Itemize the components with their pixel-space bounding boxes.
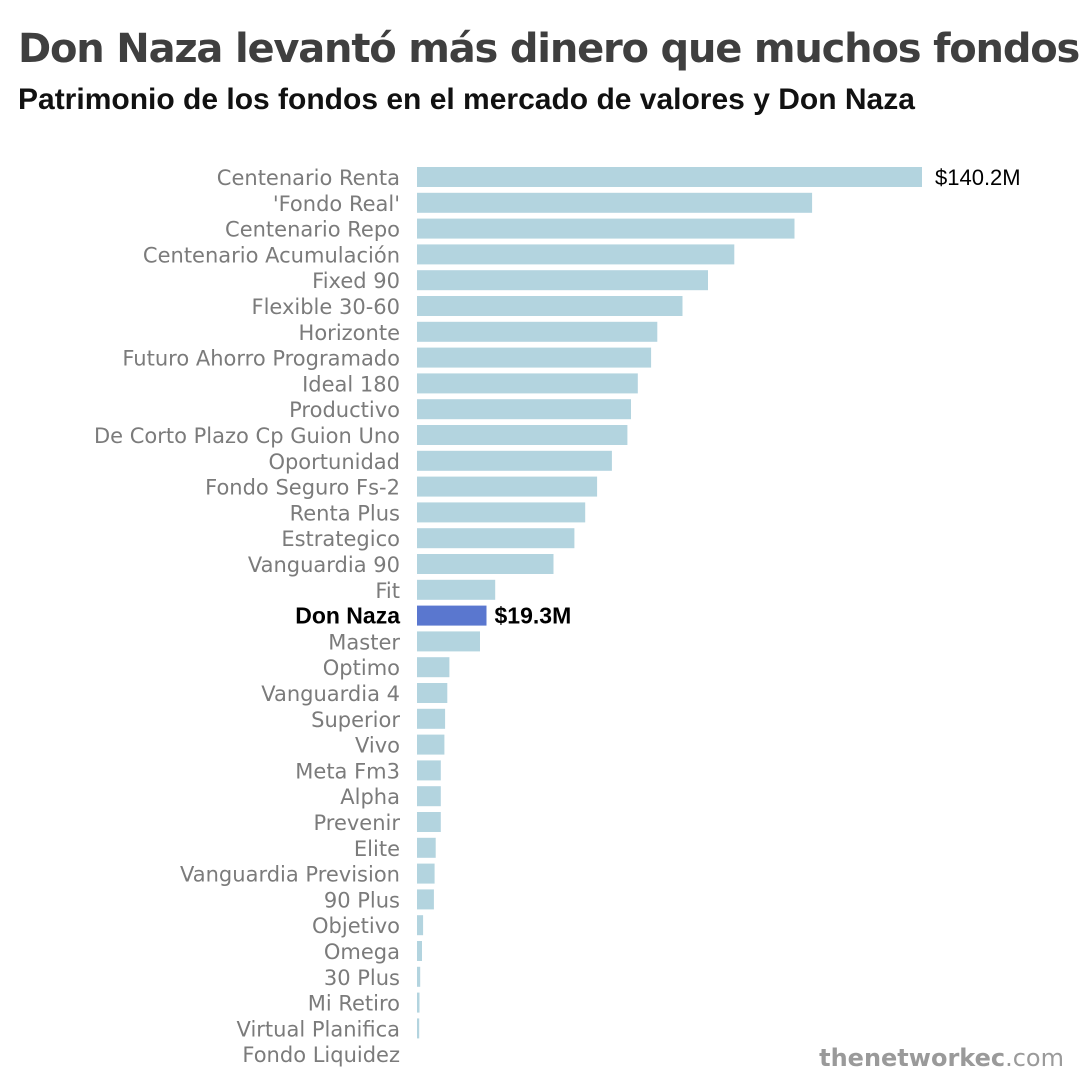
bar-alpha [417, 786, 441, 807]
bar-vanguardia-90 [417, 554, 554, 574]
source-credit[interactable]: thenetworkec.com [819, 1044, 1064, 1072]
category-label-vanguardia-prevision: Vanguardia Prevision [180, 863, 400, 887]
bar-productivo [417, 399, 631, 420]
bar-renta-plus [417, 502, 586, 523]
bar-elite [417, 837, 436, 858]
chart-title: Don Naza levantó más dinero que muchos f… [18, 26, 1080, 72]
category-label-superior: Superior [311, 708, 400, 732]
category-label-futuro-ahorro-programado: Futuro Ahorro Programado [122, 347, 400, 371]
category-label-90-plus: 90 Plus [324, 888, 400, 912]
category-label-virtual-planifica: Virtual Planifica [237, 1017, 400, 1041]
category-label-fondo-seguro-fs-2: Fondo Seguro Fs-2 [205, 476, 400, 500]
category-label-centenario-renta: Centenario Renta [217, 166, 400, 190]
category-label-vanguardia-90: Vanguardia 90 [248, 553, 400, 577]
bar-superior [417, 708, 446, 729]
source-name: thenetworkec [819, 1044, 1006, 1072]
bar-futuro-ahorro-programado [417, 347, 652, 368]
category-label-optimo: Optimo [323, 656, 400, 680]
category-label-centenario-acumulacion: Centenario Acumulación [143, 243, 400, 267]
category-label-30-plus: 30 Plus [324, 966, 400, 990]
bar-prevenir [417, 812, 441, 832]
data-label-centenario-renta: $140.2M [935, 165, 1021, 190]
bar-meta-fm3 [417, 760, 441, 781]
data-label-don-naza: $19.3M [495, 603, 572, 629]
bar-centenario-acumulacion [417, 244, 735, 265]
bar-objetivo [417, 915, 424, 936]
category-label-de-corto-plazo-cp-guion-uno: De Corto Plazo Cp Guion Uno [94, 424, 400, 448]
category-label-productivo: Productivo [289, 398, 400, 422]
source-domain-suffix: .com [1005, 1044, 1064, 1072]
bar-omega [417, 941, 422, 961]
bar-centenario-repo [417, 218, 795, 239]
category-label-elite: Elite [354, 837, 400, 861]
category-label-vivo: Vivo [355, 734, 400, 758]
category-label-renta-plus: Renta Plus [290, 501, 400, 525]
category-label-objetivo: Objetivo [312, 914, 400, 938]
bar-fixed-90 [417, 270, 708, 291]
chart-subtitle: Patrimonio de los fondos en el mercado d… [18, 83, 915, 116]
bar-master [417, 631, 480, 652]
category-label-oportunidad: Oportunidad [268, 450, 400, 474]
bar-mi-retiro [417, 992, 420, 1013]
bar-don-naza [417, 605, 487, 626]
category-label-fixed-90: Fixed 90 [312, 269, 400, 293]
category-label-don-naza: Don Naza [295, 603, 400, 629]
bar-fondo-real [417, 192, 813, 213]
bar-virtual-planifica [417, 1018, 420, 1039]
bar-de-corto-plazo-cp-guion-uno [417, 425, 628, 445]
bar-vivo [417, 734, 445, 755]
bar-90-plus [417, 889, 434, 910]
bar-centenario-renta [417, 167, 922, 187]
category-label-fondo-real: 'Fondo Real' [273, 192, 400, 216]
bar-estrategico [417, 528, 575, 549]
category-label-prevenir: Prevenir [313, 811, 400, 835]
category-label-master: Master [328, 630, 400, 654]
category-label-flexible-30-60: Flexible 30-60 [251, 295, 400, 319]
bar-vanguardia-prevision [417, 863, 435, 884]
bar-ideal-180 [417, 373, 638, 394]
bar-fondo-seguro-fs-2 [417, 476, 598, 497]
category-label-alpha: Alpha [340, 785, 400, 809]
category-label-meta-fm3: Meta Fm3 [295, 759, 400, 783]
category-label-mi-retiro: Mi Retiro [308, 992, 400, 1016]
category-label-ideal-180: Ideal 180 [302, 372, 400, 396]
category-label-fondo-liquidez: Fondo Liquidez [242, 1043, 400, 1067]
category-label-fit: Fit [375, 579, 400, 603]
category-label-centenario-repo: Centenario Repo [225, 218, 400, 242]
category-label-vanguardia-4: Vanguardia 4 [261, 682, 400, 706]
bar-oportunidad [417, 450, 612, 471]
bar-vanguardia-4 [417, 683, 448, 703]
category-label-omega: Omega [324, 940, 400, 964]
bar-horizonte [417, 321, 658, 342]
bar-fit [417, 579, 496, 600]
bar-30-plus [417, 966, 421, 987]
bar-optimo [417, 657, 450, 678]
category-label-estrategico: Estrategico [281, 527, 400, 551]
bar-flexible-30-60 [417, 296, 683, 316]
category-label-horizonte: Horizonte [299, 321, 400, 345]
